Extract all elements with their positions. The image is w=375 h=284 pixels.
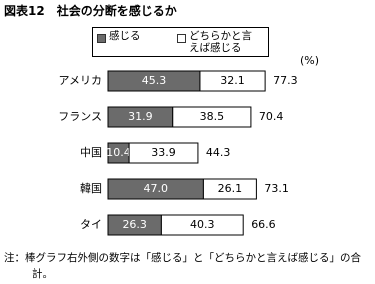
data-label: 10.4 bbox=[106, 146, 131, 159]
legend-label: どちらかと言えば感じる bbox=[189, 30, 252, 54]
data-label: 38.5 bbox=[200, 110, 225, 123]
legend-swatch bbox=[177, 34, 186, 43]
y-tick-label: アメリカ bbox=[59, 74, 102, 87]
data-label: 33.9 bbox=[151, 146, 176, 159]
data-label: 26.1 bbox=[218, 182, 243, 195]
unit-label: (%) bbox=[300, 54, 319, 67]
chart-title: 図表12 社会の分断を感じるか bbox=[4, 4, 177, 18]
y-tick-label: フランス bbox=[58, 110, 102, 123]
y-tick-label: 韓国 bbox=[80, 182, 102, 195]
data-label: 40.3 bbox=[190, 218, 215, 231]
total-label: 66.6 bbox=[251, 218, 276, 231]
total-label: 44.3 bbox=[206, 146, 231, 159]
total-label: 77.3 bbox=[273, 74, 298, 87]
bar bbox=[202, 178, 257, 200]
total-label: 70.4 bbox=[259, 110, 284, 123]
bar bbox=[199, 70, 266, 92]
data-label: 31.9 bbox=[128, 110, 153, 123]
note: 注：棒グラフ右外側の数字は「感じる」と「どちらかと言えば感じる」の合計。 bbox=[4, 252, 361, 280]
bar bbox=[128, 142, 199, 164]
legend-swatch bbox=[97, 34, 106, 43]
legend: 感じる どちらかと言えば感じる bbox=[92, 27, 269, 57]
y-tick-label: 中国 bbox=[80, 146, 102, 159]
legend-label: 感じる bbox=[109, 30, 141, 42]
data-label: 32.1 bbox=[220, 74, 245, 87]
bar bbox=[172, 106, 252, 128]
data-label: 26.3 bbox=[122, 218, 147, 231]
y-tick-label: タイ bbox=[80, 218, 102, 231]
data-label: 47.0 bbox=[143, 182, 168, 195]
bar bbox=[160, 214, 244, 236]
data-label: 45.3 bbox=[142, 74, 167, 87]
total-label: 73.1 bbox=[264, 182, 289, 195]
